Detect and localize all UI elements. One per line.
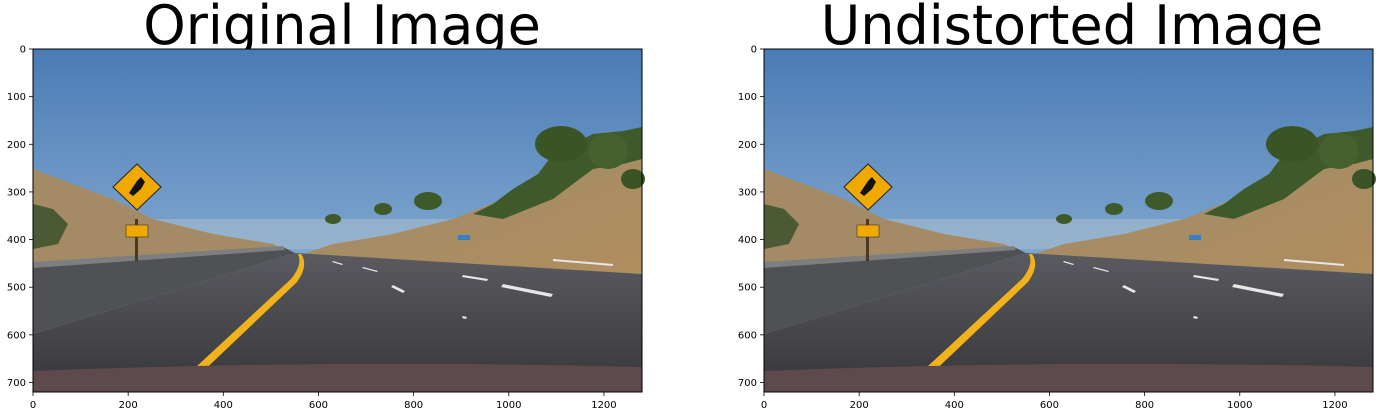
original-x-tick-label: 0 (30, 400, 36, 411)
original-image-axes: 0 200 400 600 800 1000 1200 0 100 200 300 400 500 600… (7, 45, 617, 412)
undistorted-y-tick-label: 0 (751, 45, 757, 56)
original-x-tick-label: 1000 (496, 400, 521, 411)
original-y-tick-label: 100 (7, 92, 26, 103)
undistorted-y-tick-label: 200 (738, 140, 757, 151)
undistorted-x-tick-label: 1200 (1322, 400, 1347, 411)
undistorted-x-tick-label: 400 (945, 400, 964, 411)
undistorted-image-frame (763, 48, 1374, 393)
undistorted-image-title: Undistorted Image (820, 0, 1324, 57)
original-image-frame (32, 48, 643, 393)
undistorted-road-image (763, 48, 1377, 393)
original-x-tick-label: 200 (119, 400, 138, 411)
undistorted-y-tick-label: 400 (738, 235, 757, 246)
undistorted-image-axes: 0 200 400 600 800 1000 1200 0 100 200 300 400 500 600… (738, 45, 1348, 412)
original-y-tick-label: 600 (7, 330, 26, 341)
original-y-tick-label: 700 (7, 378, 26, 389)
undistorted-y-tick-label: 700 (738, 378, 757, 389)
undistorted-x-tick-label: 1000 (1227, 400, 1252, 411)
original-y-tick-label: 400 (7, 235, 26, 246)
undistorted-x-tick-label: 800 (1135, 400, 1154, 411)
original-y-tick-label: 200 (7, 140, 26, 151)
original-image-title: Original Image (143, 0, 541, 57)
original-y-tick-label: 0 (20, 45, 26, 56)
original-x-tick-label: 1200 (591, 400, 616, 411)
undistorted-image-panel: 0 200 400 600 800 1000 1200 0 100 200 300 400 500 600… (738, 45, 1377, 412)
undistorted-y-tick-label: 600 (738, 330, 757, 341)
original-y-tick-label: 300 (7, 187, 26, 198)
undistorted-x-tick-label: 200 (850, 400, 869, 411)
original-x-tick-label: 800 (404, 400, 423, 411)
undistorted-y-tick-label: 100 (738, 92, 757, 103)
original-y-tick-label: 500 (7, 283, 26, 294)
original-image-panel: 0 200 400 600 800 1000 1200 0 100 200 300 400 500 600… (7, 45, 646, 412)
undistorted-y-tick-label: 500 (738, 283, 757, 294)
undistorted-x-tick-label: 600 (1040, 400, 1059, 411)
original-x-tick-label: 600 (309, 400, 328, 411)
undistorted-x-tick-label: 0 (761, 400, 767, 411)
original-road-image (32, 48, 646, 393)
undistorted-y-tick-label: 300 (738, 187, 757, 198)
original-x-tick-label: 400 (214, 400, 233, 411)
